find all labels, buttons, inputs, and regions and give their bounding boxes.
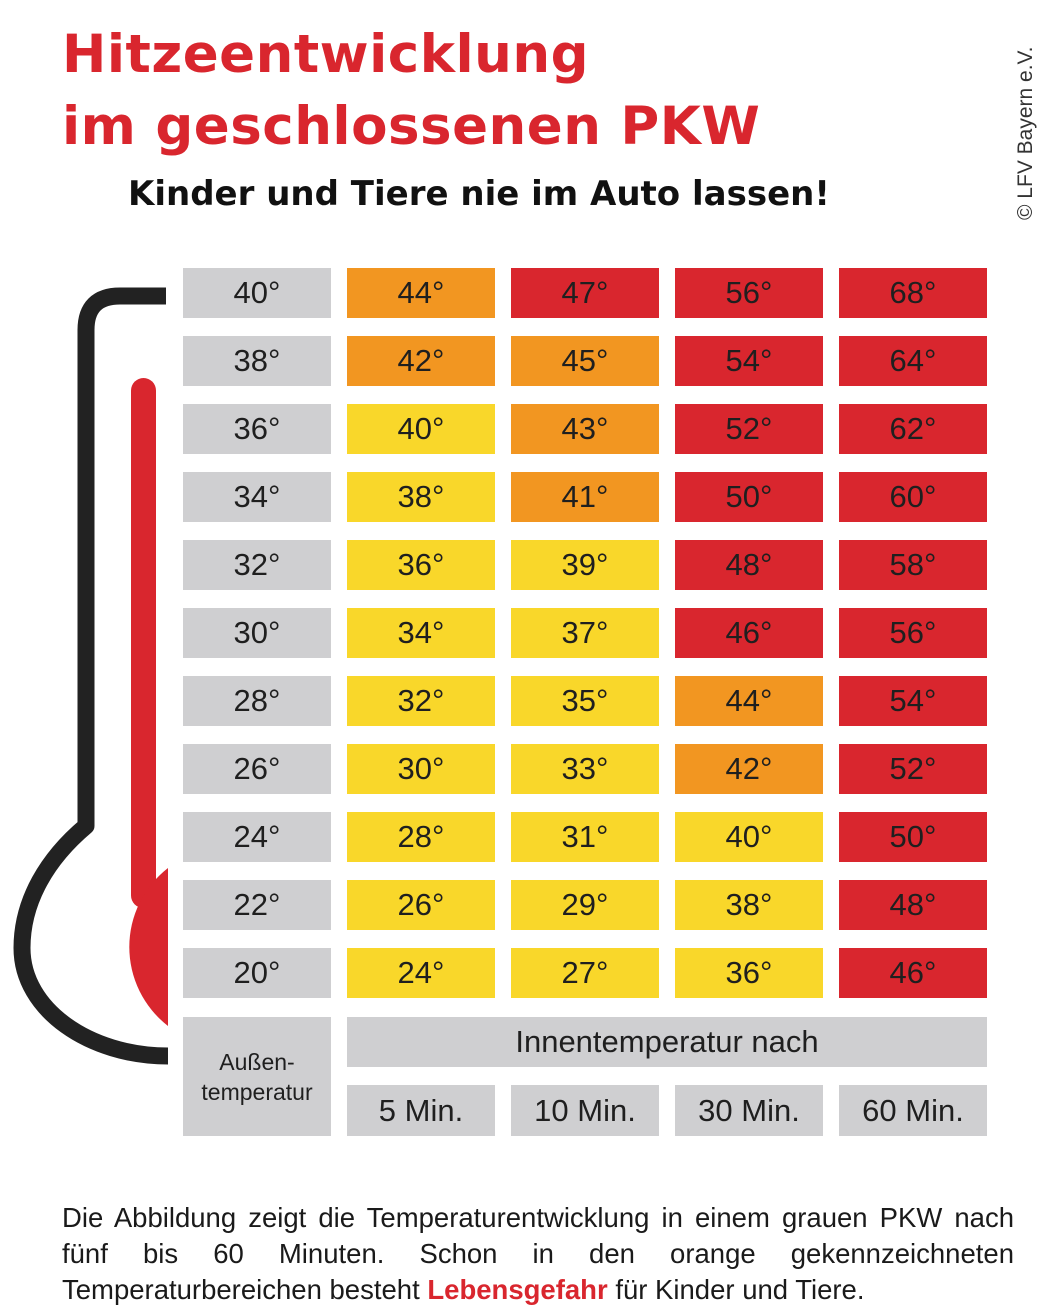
inside-temp-cell: 56° xyxy=(675,268,823,318)
title-line-1: Hitzeentwicklung xyxy=(62,24,590,85)
column-header: 60 Min. xyxy=(839,1085,987,1136)
inside-temp-cell: 42° xyxy=(347,336,495,386)
inside-temp-cell: 35° xyxy=(511,676,659,726)
inside-temp-cell: 29° xyxy=(511,880,659,930)
inside-temp-cell: 50° xyxy=(839,812,987,862)
inside-temp-cell: 54° xyxy=(675,336,823,386)
inside-temp-cell: 46° xyxy=(675,608,823,658)
inside-temp-cell: 42° xyxy=(675,744,823,794)
thermometer-bulb xyxy=(129,868,168,1026)
inside-temp-cell: 54° xyxy=(839,676,987,726)
outside-temp-cell: 32° xyxy=(183,540,331,590)
outside-temp-cell: 28° xyxy=(183,676,331,726)
caption-text-end: für Kinder und Tiere. xyxy=(607,1274,865,1305)
inside-temp-cell: 36° xyxy=(347,540,495,590)
column-group-label: Innentemperatur nach xyxy=(347,1017,987,1067)
inside-temp-cell: 40° xyxy=(347,404,495,454)
title-line-2: im geschlossenen PKW xyxy=(62,96,761,157)
column-header: 10 Min. xyxy=(511,1085,659,1136)
column-header: 30 Min. xyxy=(675,1085,823,1136)
inside-temp-cell: 38° xyxy=(347,472,495,522)
inside-temp-cell: 34° xyxy=(347,608,495,658)
inside-temp-cell: 50° xyxy=(675,472,823,522)
inside-temp-cell: 36° xyxy=(675,948,823,998)
inside-temp-cell: 46° xyxy=(839,948,987,998)
inside-temp-cell: 48° xyxy=(675,540,823,590)
thermometer-icon xyxy=(13,287,169,1065)
outside-temp-cell: 30° xyxy=(183,608,331,658)
inside-temp-cell: 41° xyxy=(511,472,659,522)
subtitle: Kinder und Tiere nie im Auto lassen! xyxy=(128,174,830,214)
inside-temp-cell: 28° xyxy=(347,812,495,862)
thermometer-column xyxy=(131,378,156,908)
inside-temp-cell: 47° xyxy=(511,268,659,318)
inside-temp-cell: 44° xyxy=(347,268,495,318)
inside-temp-cell: 32° xyxy=(347,676,495,726)
inside-temp-cell: 26° xyxy=(347,880,495,930)
inside-temp-cell: 43° xyxy=(511,404,659,454)
outside-temp-cell: 36° xyxy=(183,404,331,454)
inside-temp-cell: 52° xyxy=(675,404,823,454)
inside-temp-cell: 60° xyxy=(839,472,987,522)
outside-temp-cell: 24° xyxy=(183,812,331,862)
caption-text: Die Abbildung zeigt die Temperaturentwic… xyxy=(62,1202,1014,1305)
inside-temp-cell: 39° xyxy=(511,540,659,590)
inside-temp-cell: 58° xyxy=(839,540,987,590)
inside-temp-cell: 44° xyxy=(675,676,823,726)
inside-temp-cell: 27° xyxy=(511,948,659,998)
inside-temp-cell: 52° xyxy=(839,744,987,794)
outside-temp-cell: 34° xyxy=(183,472,331,522)
inside-temp-cell: 68° xyxy=(839,268,987,318)
outside-temp-cell: 22° xyxy=(183,880,331,930)
inside-temp-cell: 48° xyxy=(839,880,987,930)
column-header: 5 Min. xyxy=(347,1085,495,1136)
caption: Die Abbildung zeigt die Temperaturentwic… xyxy=(62,1200,1014,1308)
inside-temp-cell: 62° xyxy=(839,404,987,454)
row-header-label-line: Außen- xyxy=(219,1048,295,1075)
inside-temp-cell: 45° xyxy=(511,336,659,386)
inside-temp-cell: 37° xyxy=(511,608,659,658)
outside-temp-cell: 40° xyxy=(183,268,331,318)
row-header-label-line: temperatur xyxy=(201,1078,313,1105)
inside-temp-cell: 33° xyxy=(511,744,659,794)
row-header-label: Außen-temperatur xyxy=(183,1017,331,1136)
inside-temp-cell: 64° xyxy=(839,336,987,386)
inside-temp-cell: 40° xyxy=(675,812,823,862)
inside-temp-cell: 24° xyxy=(347,948,495,998)
outside-temp-cell: 38° xyxy=(183,336,331,386)
thermometer-frame xyxy=(13,287,169,1065)
temperature-table: 40° 44° 47° 56° 68° 38° 42° 45° 54° 64° 36° 40° 43° 5… xyxy=(183,268,987,1136)
caption-highlight: Lebensgefahr xyxy=(427,1274,608,1305)
inside-temp-cell: 30° xyxy=(347,744,495,794)
outside-temp-cell: 20° xyxy=(183,948,331,998)
inside-temp-cell: 56° xyxy=(839,608,987,658)
inside-temp-cell: 38° xyxy=(675,880,823,930)
outside-temp-cell: 26° xyxy=(183,744,331,794)
inside-temp-cell: 31° xyxy=(511,812,659,862)
